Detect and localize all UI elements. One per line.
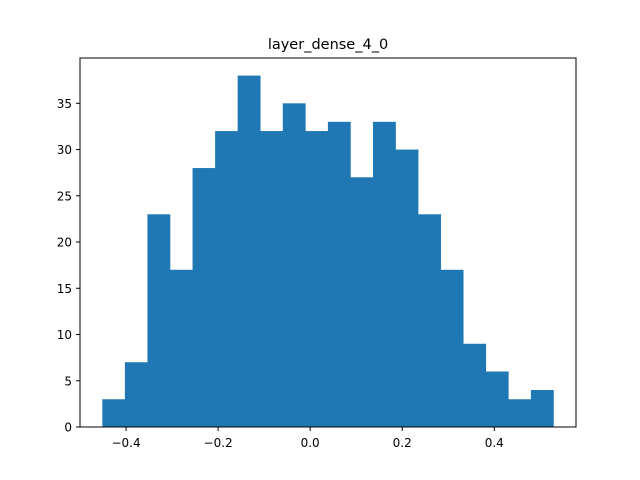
y-tick-label: 5 — [64, 374, 72, 388]
x-tick-label: −0.4 — [111, 436, 140, 450]
histogram-bar — [395, 149, 419, 427]
y-tick-label: 15 — [57, 282, 72, 296]
bars-group — [102, 75, 554, 428]
histogram-bar — [508, 399, 532, 427]
histogram-bar — [237, 75, 261, 428]
y-tick-label: 25 — [57, 189, 72, 203]
histogram-bar — [102, 399, 126, 427]
y-tick-label: 20 — [57, 236, 72, 250]
histogram-bar — [418, 214, 441, 427]
x-tick-label: −0.2 — [204, 436, 233, 450]
x-tick-label: 0.4 — [485, 436, 504, 450]
histogram-bar — [463, 343, 487, 427]
histogram-bar — [350, 177, 374, 427]
histogram-bar — [440, 269, 464, 427]
histogram-bar — [305, 131, 329, 427]
histogram-bar — [260, 131, 284, 427]
histogram-bar — [215, 131, 238, 427]
histogram-bar — [485, 371, 509, 427]
histogram-bar — [192, 168, 216, 428]
x-axis-ticks: −0.4 −0.2 0.0 0.2 0.4 — [111, 427, 504, 450]
y-tick-label: 35 — [57, 97, 72, 111]
y-axis-ticks: 0 5 10 15 20 25 30 35 — [57, 97, 80, 435]
chart-title: layer_dense_4_0 — [268, 37, 388, 53]
y-tick-label: 0 — [64, 421, 72, 435]
histogram-bar — [530, 390, 554, 427]
y-tick-label: 10 — [57, 328, 72, 342]
histogram-bar — [124, 362, 148, 427]
histogram-bar — [169, 269, 193, 427]
histogram-bar — [282, 103, 306, 427]
x-tick-label: 0.2 — [393, 436, 412, 450]
histogram-bar — [372, 121, 396, 428]
y-tick-label: 30 — [57, 143, 72, 157]
x-tick-label: 0.0 — [301, 436, 320, 450]
histogram-bar — [327, 121, 351, 428]
histogram-bar — [147, 214, 171, 427]
